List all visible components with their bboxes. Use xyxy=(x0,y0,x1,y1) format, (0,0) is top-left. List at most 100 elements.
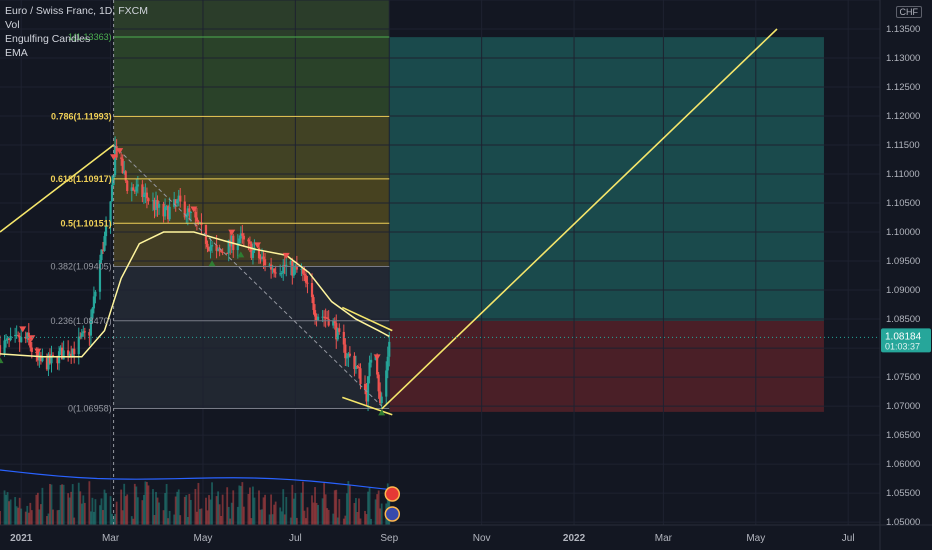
volume-bar xyxy=(58,509,60,525)
volume-bar xyxy=(38,509,41,525)
candle-body xyxy=(268,264,271,266)
candle-body xyxy=(271,268,274,270)
volume-bar xyxy=(39,504,42,525)
volume-bar xyxy=(94,499,97,525)
volume-bar xyxy=(52,509,54,525)
candle-body xyxy=(174,199,177,204)
time-tick-label: 2021 xyxy=(10,533,33,544)
bearish-engulfing-marker xyxy=(253,242,261,249)
legend-symbol[interactable]: Euro / Swiss Franc, 1D, FXCM xyxy=(5,5,148,17)
candle-body xyxy=(369,359,373,363)
volume-bar xyxy=(62,484,65,525)
volume-bar xyxy=(356,511,359,525)
candle-body xyxy=(185,215,188,218)
candle-body xyxy=(257,247,261,259)
candle-body xyxy=(165,206,168,208)
last-price-tag xyxy=(881,328,931,353)
candle-body xyxy=(144,192,147,195)
volume-bar xyxy=(274,501,277,525)
candle-body xyxy=(141,184,144,198)
candle-body xyxy=(147,198,150,202)
candle-body xyxy=(282,265,285,273)
volume-bar xyxy=(315,502,318,525)
candle-body xyxy=(183,201,186,218)
candle-body xyxy=(68,353,71,356)
volume-bar xyxy=(146,481,148,525)
grid-layer xyxy=(0,0,880,525)
volume-bar xyxy=(206,510,209,525)
candle-body xyxy=(227,239,230,254)
volume-bar xyxy=(27,512,30,525)
volume-bar xyxy=(112,518,115,525)
candle-body xyxy=(206,243,209,248)
volume-bar xyxy=(50,484,53,525)
candle-body xyxy=(280,272,283,274)
volume-bar xyxy=(100,498,103,525)
volume-bar xyxy=(332,513,335,525)
volume-bar xyxy=(218,504,221,525)
volume-bar xyxy=(176,491,179,525)
candle-body xyxy=(145,192,149,199)
volume-bar xyxy=(167,518,170,525)
volume-bar xyxy=(111,513,113,525)
candle-body xyxy=(88,332,91,336)
volume-bar xyxy=(183,496,186,525)
volume-bar xyxy=(358,498,360,525)
candle-body xyxy=(291,261,294,276)
volume-bar xyxy=(302,481,304,525)
volume-bar xyxy=(221,494,224,525)
candle-body xyxy=(366,376,370,402)
candle-body xyxy=(92,296,96,309)
candle-body xyxy=(177,195,180,201)
volume-bar xyxy=(15,506,18,525)
economic-event-icon xyxy=(384,486,401,502)
time-tick-label: Jul xyxy=(289,533,302,544)
time-tick-label: 2022 xyxy=(563,533,586,544)
volume-bar xyxy=(211,482,213,525)
volume-bar xyxy=(155,491,157,525)
candle-body xyxy=(289,261,292,265)
candle-body xyxy=(239,233,242,239)
candle-body xyxy=(9,336,12,341)
volume-bar xyxy=(347,481,350,525)
volume-bar xyxy=(177,489,180,525)
candle-body xyxy=(124,171,127,181)
currency-tag[interactable]: CHF xyxy=(895,6,922,18)
price-tick-label: 1.06000 xyxy=(886,459,920,470)
volume-bar xyxy=(189,499,192,525)
bearish-engulfing-marker xyxy=(19,326,27,333)
volume-bar xyxy=(186,516,189,525)
candle-body xyxy=(6,338,9,340)
volume-bar xyxy=(242,506,245,525)
candle-body xyxy=(153,200,156,210)
candle-body xyxy=(39,355,42,362)
volume-bar xyxy=(344,515,347,525)
volume-bar xyxy=(147,485,150,525)
legend-indicator-ema[interactable]: EMA xyxy=(5,47,28,59)
bullish-engulfing-marker xyxy=(0,357,4,364)
volume-bar xyxy=(333,490,336,525)
bearish-engulfing-marker xyxy=(282,252,290,259)
volume-bar xyxy=(285,496,288,525)
legend-indicator-engulfing[interactable]: Engulfing Candles xyxy=(5,33,91,45)
volume-bar xyxy=(162,510,165,525)
candle-body xyxy=(89,318,92,336)
target-zone xyxy=(389,37,824,321)
volume-bar xyxy=(14,497,17,525)
volume-bar xyxy=(144,481,147,525)
trendline xyxy=(381,28,778,410)
candle-body xyxy=(110,184,114,202)
candle-body xyxy=(377,374,380,392)
volume-bar xyxy=(321,498,324,525)
signals-layer xyxy=(0,148,401,522)
candle-body xyxy=(188,208,191,213)
fib-level-label: 0.786(1.11993) xyxy=(51,111,112,121)
candle-body xyxy=(303,273,306,276)
fib-level-label: 0(1.06958) xyxy=(68,404,112,414)
candle-body xyxy=(91,308,94,319)
candle-body xyxy=(368,362,371,377)
volume-bar xyxy=(59,485,62,525)
legend-indicator-vol[interactable]: Vol xyxy=(5,19,20,31)
price-axis-background xyxy=(880,0,932,550)
